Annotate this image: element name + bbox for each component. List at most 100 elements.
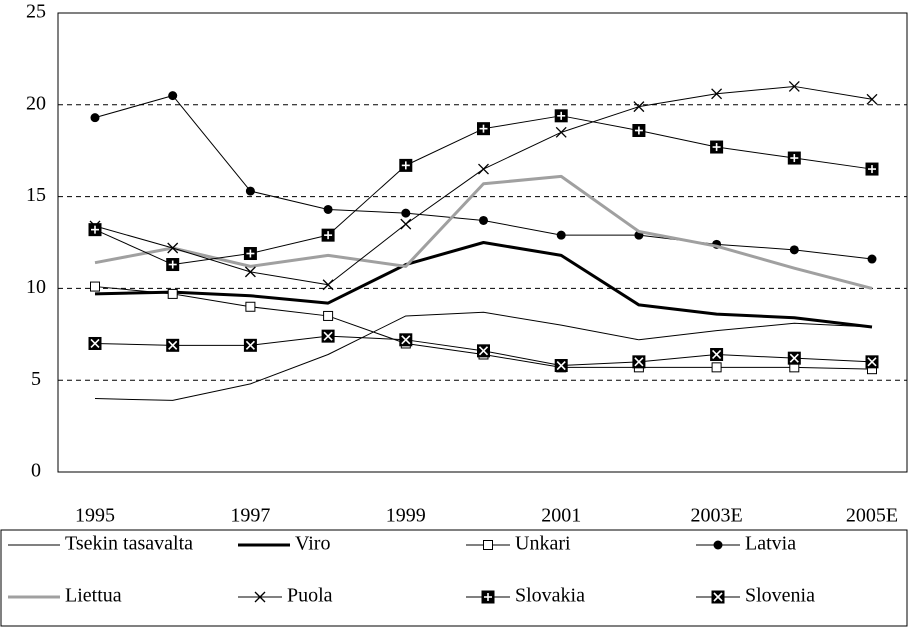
marker-stroke [789, 353, 799, 363]
legend-item: Slovakia [466, 585, 585, 607]
y-tick-label: 20 [26, 92, 46, 114]
marker-stroke [555, 126, 567, 138]
marker [711, 590, 725, 604]
marker [88, 336, 102, 350]
legend-label: Unkari [515, 533, 571, 555]
marker [243, 338, 257, 352]
legend-item: Liettua [8, 585, 122, 607]
legend-label: Slovakia [515, 585, 585, 607]
series-line [94, 95, 873, 260]
marker-stroke [867, 357, 877, 367]
marker [244, 266, 256, 278]
marker [554, 359, 568, 373]
series-line [94, 174, 873, 290]
series-line [94, 241, 873, 329]
marker-stroke [400, 218, 412, 230]
marker-square [167, 288, 178, 299]
marker [477, 122, 490, 136]
marker-dot [479, 215, 488, 225]
x-tick-label: 2005E [846, 505, 898, 527]
marker-stroke [244, 266, 256, 278]
marker [711, 88, 723, 100]
marker-dot [713, 540, 723, 550]
marker-dot [168, 91, 178, 101]
x-tick-label: 2003E [690, 505, 742, 527]
marker [243, 247, 257, 261]
legend-item: Unkari [466, 533, 571, 555]
marker-stroke [712, 349, 722, 360]
x-tick-label: 2001 [541, 505, 581, 527]
legend-label: Puola [287, 585, 333, 607]
x-tick-label: 1995 [75, 505, 115, 527]
marker [865, 355, 879, 369]
marker [322, 279, 334, 291]
y-tick-label: 5 [31, 368, 41, 390]
legend-label: Tsekin tasavalta [65, 533, 193, 555]
marker [710, 347, 724, 361]
marker [167, 242, 179, 254]
marker [90, 113, 100, 123]
marker [321, 329, 335, 343]
marker [321, 228, 335, 242]
marker-dot [90, 113, 100, 123]
marker [90, 281, 100, 292]
x-tick-label: 1999 [386, 505, 426, 527]
y-tick-label: 0 [31, 460, 41, 482]
legend-label: Slovenia [745, 585, 815, 607]
marker [555, 126, 567, 138]
marker [633, 101, 645, 113]
marker-dot [401, 208, 411, 218]
marker-stroke [167, 242, 179, 254]
marker [166, 338, 180, 352]
marker-square [90, 281, 100, 292]
marker-stroke [634, 357, 644, 367]
marker [478, 163, 489, 175]
marker [399, 158, 413, 172]
legend-item: Latvia [696, 533, 796, 555]
legend-label: Latvia [745, 533, 796, 555]
marker [483, 540, 493, 550]
marker-dot [323, 204, 333, 214]
marker [479, 215, 488, 225]
marker [399, 333, 413, 347]
marker-stroke [401, 335, 411, 345]
legend-label: Viro [295, 533, 330, 555]
series-line [94, 311, 873, 401]
marker [787, 351, 801, 365]
marker [865, 162, 879, 176]
marker [788, 80, 800, 92]
marker-stroke [254, 591, 266, 603]
marker [323, 204, 333, 214]
marker-stroke [711, 88, 723, 100]
marker-stroke [866, 93, 878, 105]
marker [481, 590, 495, 604]
marker [710, 140, 724, 154]
marker-square [323, 310, 334, 321]
marker [713, 540, 723, 550]
marker [477, 344, 490, 358]
marker [867, 254, 877, 264]
marker-stroke [323, 331, 333, 341]
marker-dot [556, 230, 566, 240]
marker [556, 230, 566, 240]
marker-stroke [168, 340, 178, 350]
marker [401, 208, 411, 218]
marker [400, 218, 412, 230]
marker-square [711, 362, 722, 373]
legend-item: Tsekin tasavalta [8, 533, 193, 555]
legend-label: Liettua [65, 585, 122, 607]
marker-square [245, 301, 256, 312]
legend-frame [0, 529, 908, 627]
marker-stroke [788, 80, 800, 92]
marker [711, 362, 722, 373]
marker [789, 245, 799, 255]
marker [168, 91, 178, 101]
marker-stroke [90, 338, 100, 349]
marker-stroke [713, 592, 723, 602]
marker-stroke [633, 101, 645, 113]
marker-stroke [478, 163, 489, 175]
marker-stroke [556, 360, 566, 371]
marker-dot [245, 186, 255, 196]
marker [245, 186, 255, 196]
